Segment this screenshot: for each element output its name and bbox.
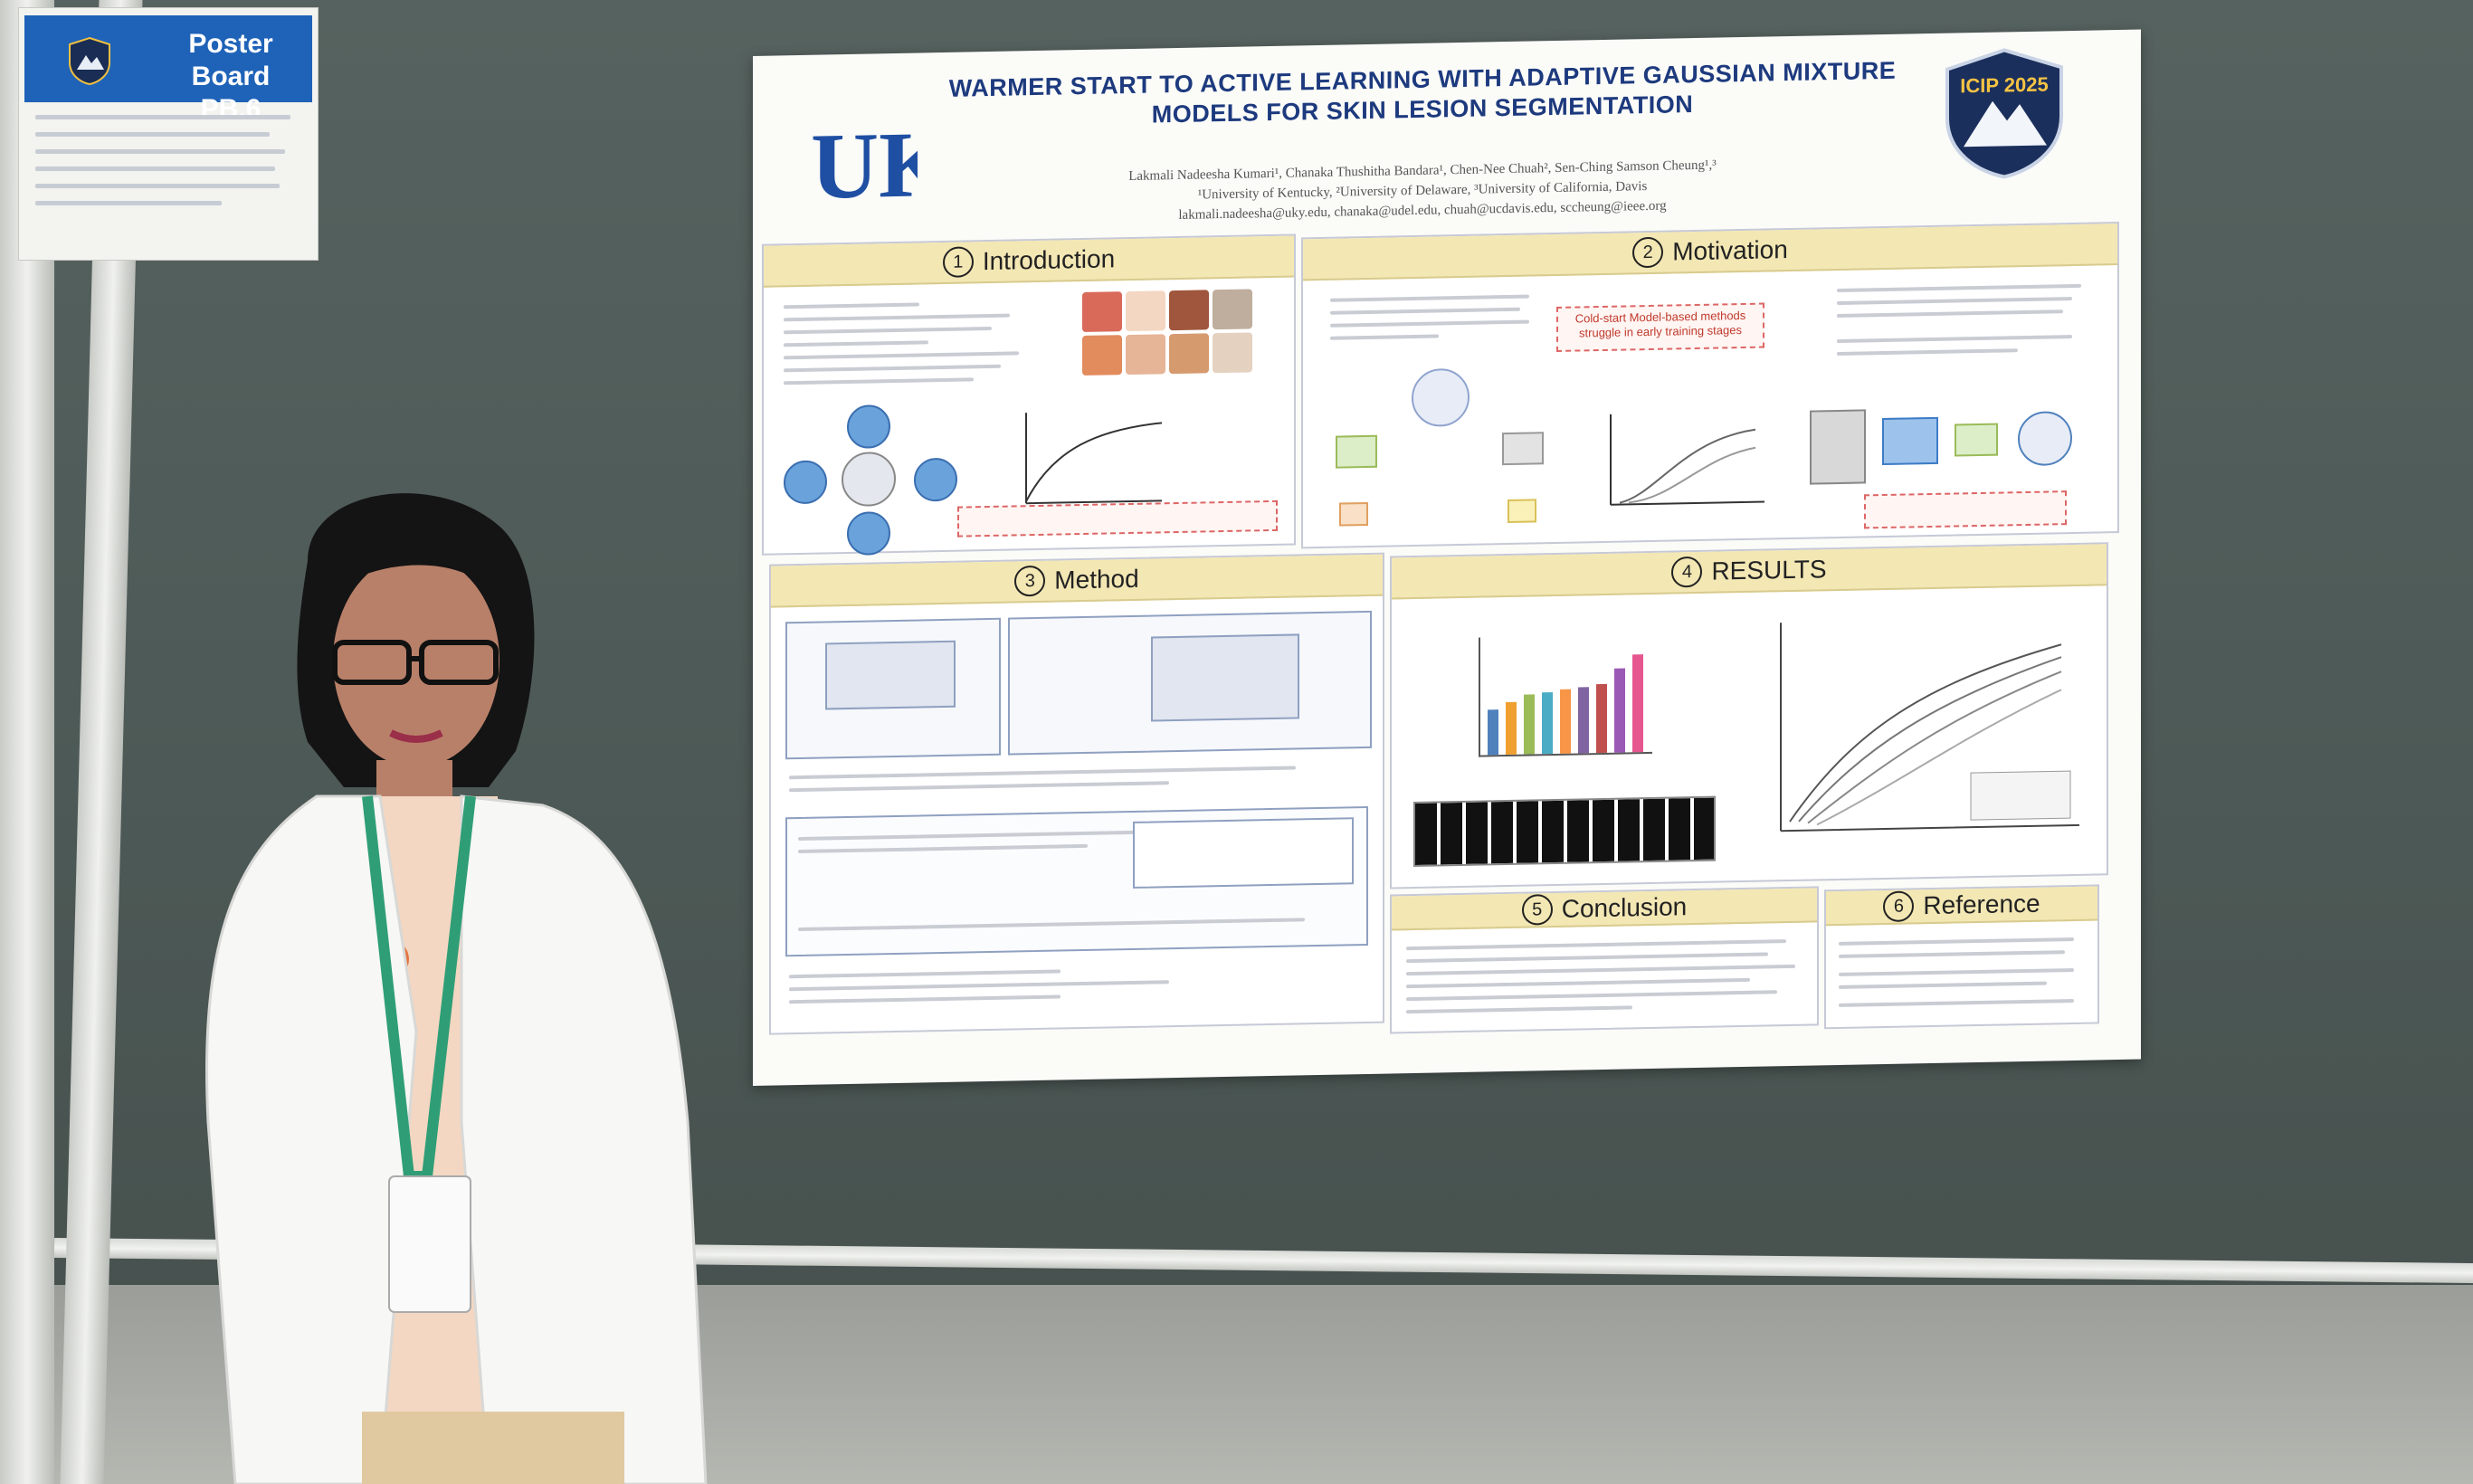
results-bar (1542, 692, 1553, 755)
section-title: Motivation (1672, 235, 1788, 266)
sign-header: Poster Board PB.6 (24, 15, 312, 124)
section-title: Introduction (982, 244, 1116, 276)
section-title: RESULTS (1711, 555, 1827, 585)
information-curve (1025, 413, 1163, 505)
sign-fine-print (35, 115, 301, 218)
sign-title-line1: Poster Board (188, 29, 273, 91)
cold-start-callout: Cold-start Model-based methods struggle … (1556, 302, 1764, 352)
section-title: Conclusion (1561, 892, 1688, 923)
section-conclusion: 5 Conclusion (1390, 886, 1819, 1034)
section-number: 6 (1883, 890, 1915, 923)
conference-shield-icon (69, 36, 110, 86)
section-introduction: 1 Introduction (762, 233, 1296, 556)
section-header: 6 Reference (1826, 886, 2097, 927)
section-header: 4 RESULTS (1392, 544, 2107, 600)
section-title: Method (1054, 564, 1139, 595)
svg-text:ICIP 2025: ICIP 2025 (1960, 73, 2048, 98)
results-bar-chart (1479, 633, 1652, 757)
cold-start-curve (1610, 414, 1764, 506)
results-bar (1632, 654, 1643, 753)
results-bar (1596, 683, 1607, 754)
objective-callout (957, 499, 1278, 537)
section-header: 2 Motivation (1303, 224, 2117, 281)
icip-mountain-shield-icon: ICIP 2025 (1945, 48, 2063, 179)
section-title: Reference (1923, 889, 2040, 920)
results-bar (1560, 689, 1571, 754)
adjust-callout (1864, 490, 2067, 529)
svg-text:UK: UK (811, 119, 918, 211)
university-of-kentucky-logo: UK (811, 119, 918, 211)
results-bar (1524, 694, 1535, 755)
sign-title: Poster Board PB.6 (149, 28, 312, 126)
results-bar (1506, 701, 1517, 756)
section-number: 3 (1014, 565, 1046, 597)
section-motivation: 2 Motivation Cold-start Model-based meth… (1301, 222, 2119, 549)
results-bar (1614, 668, 1625, 753)
section-number: 4 (1671, 556, 1703, 588)
research-poster: UK WARMER START TO ACTIVE LEARNING WITH … (753, 29, 2141, 1087)
section-number: 1 (942, 246, 974, 278)
results-bar (1578, 687, 1589, 754)
section-header: 1 Introduction (764, 235, 1294, 288)
section-header: 5 Conclusion (1392, 888, 1817, 931)
results-bar (1488, 709, 1498, 756)
section-number: 5 (1521, 894, 1553, 926)
qualitative-segmentation-grid (1413, 795, 1716, 867)
cold-start-text: Cold-start Model-based methods struggle … (1574, 308, 1746, 340)
poster-authors-block: Lakmali Nadeesha Kumari¹, Chanaka Thushi… (925, 151, 1920, 230)
section-results: 4 RESULTS (1390, 542, 2108, 889)
poster-board-sign: Poster Board PB.6 (18, 7, 319, 261)
presenter-person (205, 493, 708, 1484)
learning-curve-chart (1780, 623, 2079, 832)
section-number: 2 (1632, 236, 1664, 269)
poster-title: WARMER START TO ACTIVE LEARNING WITH ADA… (925, 55, 1920, 134)
section-reference: 6 Reference (1824, 884, 2099, 1030)
